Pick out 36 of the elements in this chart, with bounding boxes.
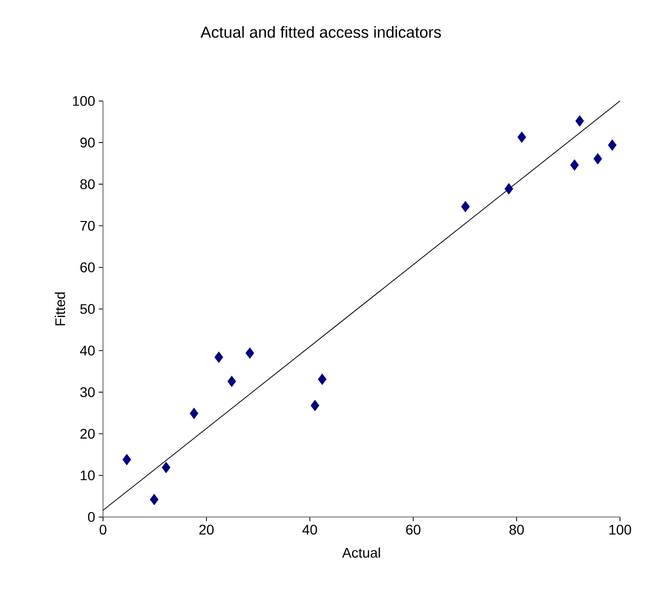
y-tick-label: 60 [80, 262, 95, 272]
point [310, 400, 320, 412]
point [227, 376, 236, 388]
y-tick-label: 20 [80, 428, 95, 439]
y-axis-title: Fitted [54, 292, 66, 326]
y-tick-label: 90 [80, 138, 95, 148]
point [504, 183, 514, 194]
point [122, 454, 132, 466]
point [575, 115, 584, 127]
y-tick-label: 80 [80, 179, 95, 190]
y-tick-label: 50 [80, 304, 95, 314]
y-tick-label: 100 [73, 96, 95, 106]
point [517, 131, 526, 143]
x-tick-label: 80 [509, 524, 524, 535]
chart-title: Actual and fitted access indicators [200, 26, 441, 38]
y-tick-label: 30 [80, 387, 95, 398]
y-tick-label: 10 [80, 470, 95, 480]
y-tick-label: 0 [88, 512, 95, 522]
y-tick-label: 40 [80, 346, 95, 356]
point [162, 462, 170, 474]
point [318, 374, 327, 385]
point [461, 200, 470, 212]
x-axis-title: Actual [342, 547, 380, 558]
x-tick-label: 20 [199, 524, 214, 535]
x-tick-label: 100 [609, 524, 632, 535]
x-tick-label: 60 [406, 524, 420, 535]
x-tick-label: 0 [100, 524, 106, 535]
point [608, 139, 617, 151]
point [570, 159, 579, 171]
point [214, 352, 224, 363]
point [190, 408, 198, 420]
x-tick-label: 40 [302, 524, 318, 535]
point [150, 494, 159, 506]
point [593, 153, 602, 165]
point [246, 347, 254, 359]
y-tick-label: 70 [80, 220, 95, 231]
